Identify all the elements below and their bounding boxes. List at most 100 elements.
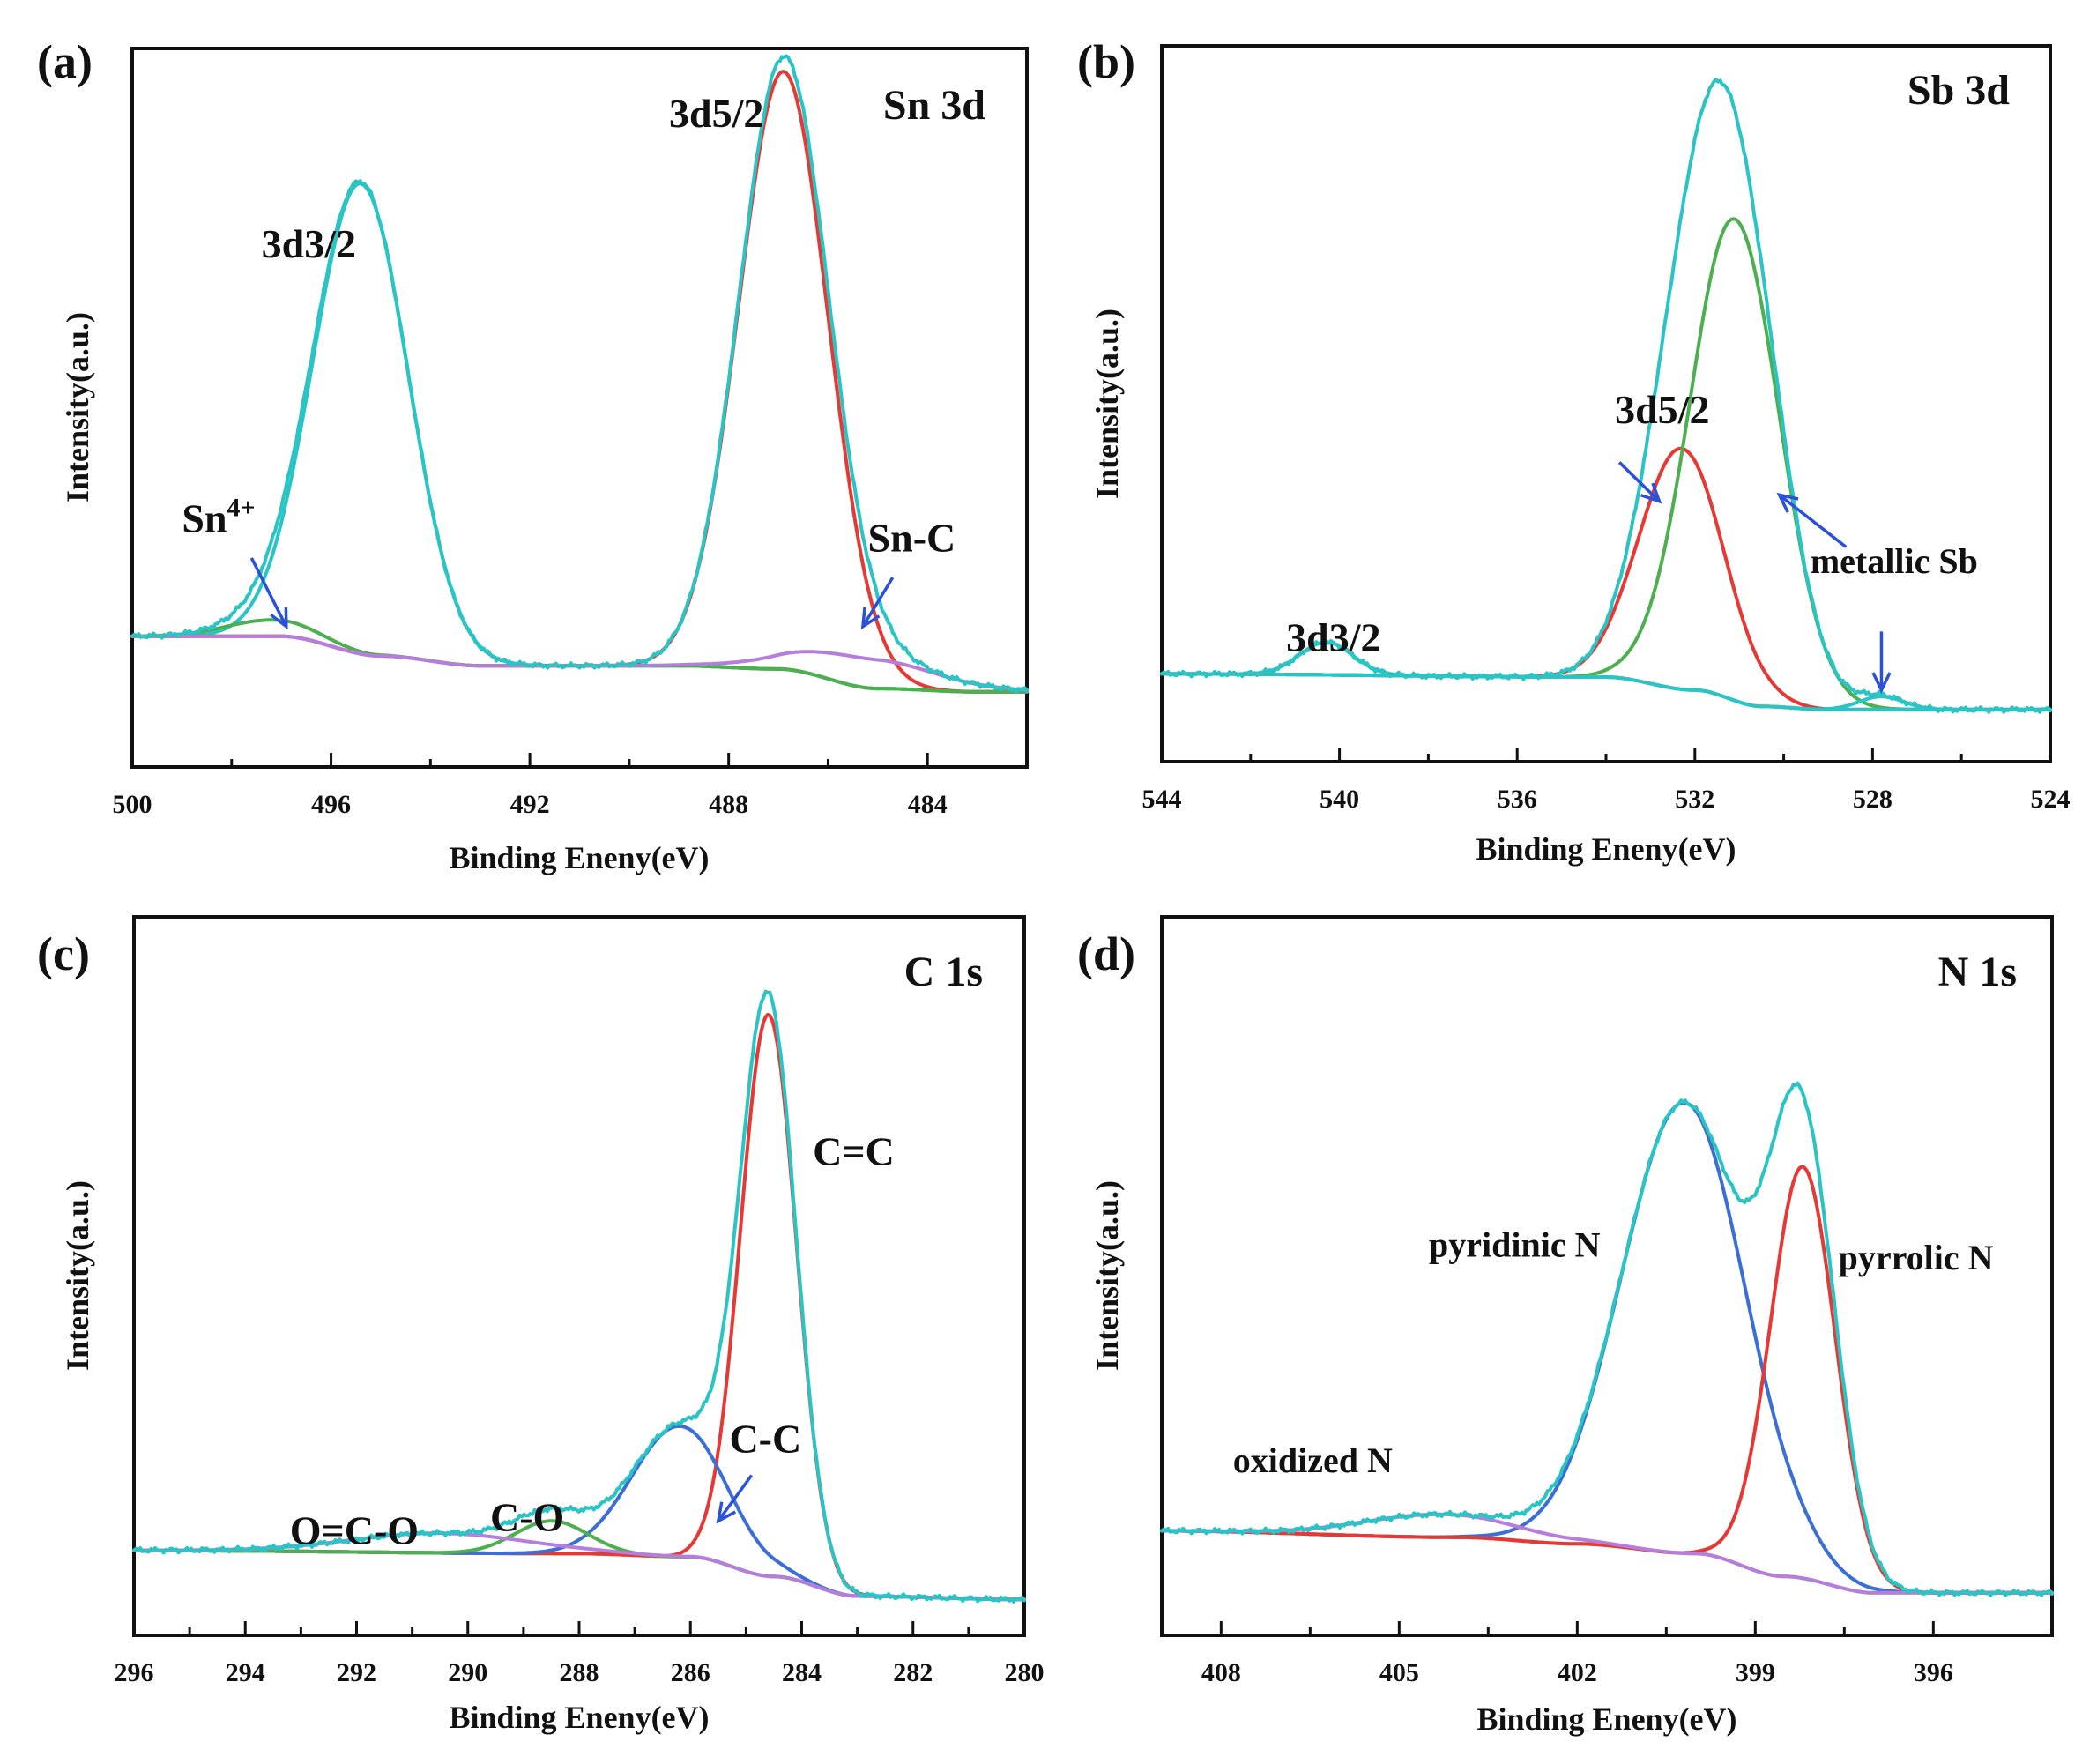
annotation-label: 3d5/2 <box>1615 387 1709 432</box>
x-tick-label: 290 <box>448 1658 487 1687</box>
arrow-shaft <box>1778 493 1848 548</box>
x-tick-label: 280 <box>1005 1658 1045 1687</box>
arrow-head <box>1640 482 1662 504</box>
annotation-label: 3d3/2 <box>1286 615 1380 660</box>
x-tick-label: 286 <box>671 1658 710 1687</box>
annotation-text: metallic Sb <box>1811 541 1978 581</box>
arrow-head <box>860 607 881 630</box>
3d5-2-arrow <box>1617 461 1662 504</box>
x-tick-label: 500 <box>113 790 152 819</box>
annotation-text: pyridinic N <box>1429 1224 1601 1264</box>
x-tick-label: 296 <box>115 1658 154 1687</box>
annotations: 3d3/2 3d5/2 Sn4+ Sn-C <box>182 91 956 630</box>
envelope-fit <box>1160 78 2052 714</box>
annotations: 3d5/2 3d3/2 metallic Sb <box>1286 387 1978 694</box>
annotation-superscript: 4+ <box>227 493 256 522</box>
y-axis-label: Intensity(a.u.) <box>1089 309 1125 499</box>
x-ticks: 544 540 536 532 528 524 <box>1142 748 2071 814</box>
annotation-text: C-O <box>490 1494 564 1539</box>
curves <box>132 989 1026 1604</box>
panel-label: (d) <box>1077 927 1135 980</box>
arrow-shaft <box>1617 461 1661 502</box>
x-tick-label: 294 <box>226 1658 265 1687</box>
panel-b-sb3d: (b) Sb 3d Intensity(a.u.) Binding Eneny(… <box>1077 35 2071 867</box>
x-tick-label: 488 <box>709 790 748 819</box>
annotation-text: C-C <box>729 1417 801 1462</box>
annotations: C=C C-C C-O O=C-O <box>290 1129 895 1553</box>
arrow-head <box>716 1501 737 1524</box>
annotation-text: C=C <box>813 1129 895 1174</box>
x-tick-label: 544 <box>1142 785 1182 814</box>
arrow-shaft <box>249 557 288 628</box>
x-ticks: 500 496 492 488 484 <box>113 753 948 819</box>
panel-c-c1s: (c) C 1s Intensity(a.u.) Binding Eneny(e… <box>37 915 1045 1735</box>
x-tick-label: 528 <box>1853 785 1893 814</box>
envelope-fit <box>130 54 1029 694</box>
curves <box>1160 78 2052 714</box>
panel-title: C 1s <box>904 949 983 995</box>
x-tick-label: 292 <box>337 1658 376 1687</box>
annotation-label: Sn-C <box>868 516 956 561</box>
panel-a-sn3d: (a) Sn 3d Intensity(a.u.) Binding Eneny(… <box>37 35 1029 875</box>
panel-title: Sb 3d <box>1907 67 2010 114</box>
annotation-label: O=C-O <box>290 1507 419 1552</box>
y-axis-label: Intensity(a.u.) <box>60 312 95 502</box>
annotation-text: 3d5/2 <box>669 91 763 136</box>
arrow-head <box>1776 492 1799 513</box>
x-tick-label: 532 <box>1675 785 1714 814</box>
annotation-text: 3d3/2 <box>1286 615 1380 660</box>
c-c-arrow <box>716 1474 754 1524</box>
y-axis-label: Intensity(a.u.) <box>1089 1180 1125 1371</box>
panel-title: N 1s <box>1938 949 2017 995</box>
x-tick-label: 396 <box>1914 1658 1953 1687</box>
annotation-text: Sn <box>182 495 227 540</box>
x-tick-label: 405 <box>1379 1658 1419 1687</box>
panel-label: (a) <box>37 35 93 88</box>
x-tick-label: 288 <box>560 1658 599 1687</box>
annotation-text: Sn-C <box>868 516 956 561</box>
plot-frame <box>1160 915 2054 1637</box>
envelope-fit <box>132 989 1026 1604</box>
x-axis-label: Binding Eneny(eV) <box>449 840 709 875</box>
arrow-head <box>270 607 288 630</box>
y-axis-label: Intensity(a.u.) <box>60 1180 95 1371</box>
annotation-label: oxidized N <box>1233 1440 1393 1480</box>
annotation-label: pyridinic N <box>1429 1224 1601 1264</box>
annotation-label: Sn4+ <box>182 493 255 540</box>
x-tick-label: 282 <box>893 1658 933 1687</box>
arrow-head <box>1871 672 1892 694</box>
x-axis-label: Binding Eneny(eV) <box>1476 1701 1736 1737</box>
metallic-sb-minor-arrow <box>1871 631 1892 694</box>
x-tick-label: 399 <box>1736 1658 1775 1687</box>
annotation-text: oxidized N <box>1233 1440 1393 1480</box>
sn-c-arrow <box>860 577 895 630</box>
annotation-label: 3d3/2 <box>262 221 356 266</box>
x-tick-label: 496 <box>311 790 351 819</box>
x-ticks: 296 294 292 290 288 286 284 282 280 <box>115 1621 1045 1687</box>
x-tick-label: 524 <box>2031 785 2071 814</box>
x-axis-label: Binding Eneny(eV) <box>449 1700 709 1735</box>
annotation-label: C=C <box>813 1129 895 1174</box>
annotation-label: metallic Sb <box>1811 541 1978 581</box>
panel-title: Sn 3d <box>883 82 985 129</box>
envelope-fit <box>1160 1081 2054 1597</box>
panel-label: (b) <box>1077 35 1135 88</box>
x-tick-label: 536 <box>1498 785 1537 814</box>
annotation-text: 3d5/2 <box>1615 387 1709 432</box>
sn4-arrow <box>249 557 288 630</box>
x-tick-label: 408 <box>1201 1658 1241 1687</box>
annotation-label: 3d5/2 <box>669 91 763 136</box>
panel-label: (c) <box>37 927 90 980</box>
metallic-sb-arrow <box>1776 492 1848 548</box>
arrow-shaft <box>861 577 895 628</box>
x-tick-label: 492 <box>510 790 550 819</box>
x-tick-label: 284 <box>782 1658 822 1687</box>
x-tick-label: 402 <box>1558 1658 1597 1687</box>
curves <box>1160 1081 2054 1597</box>
x-tick-label: 540 <box>1320 785 1359 814</box>
curves <box>130 54 1029 694</box>
annotation-label: C-O <box>490 1494 564 1539</box>
x-tick-label: 484 <box>908 790 948 819</box>
annotation-text: O=C-O <box>290 1507 419 1552</box>
